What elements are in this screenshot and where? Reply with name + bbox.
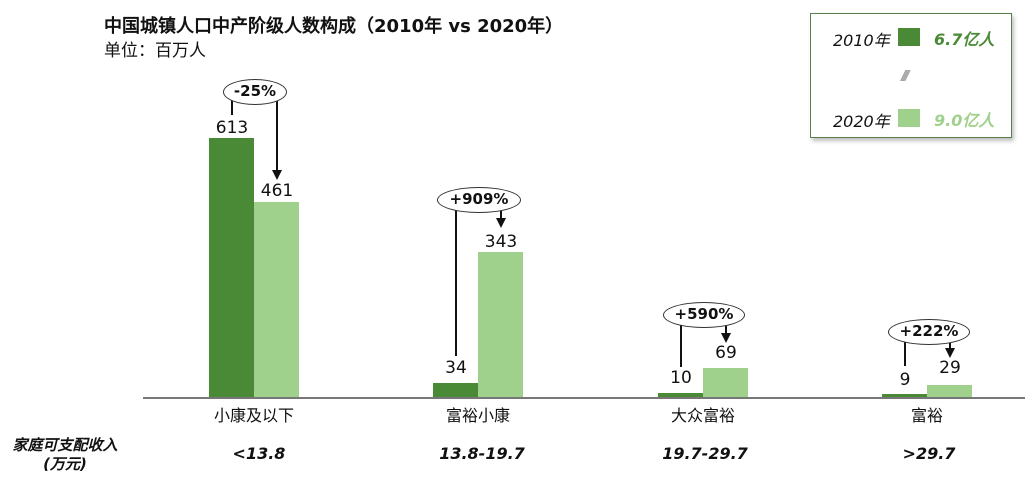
arrow-down-icon: [272, 170, 282, 180]
bar-2010-group3: [658, 393, 703, 397]
arrow-down-icon: [945, 348, 955, 358]
income-range: <13.8: [232, 444, 286, 463]
connector-line: [949, 342, 951, 350]
connector-line: [500, 210, 502, 220]
legend: 2010年 6.7亿人 //// 2020年 9.0亿人: [810, 13, 1012, 138]
income-range: 19.7-29.7: [662, 444, 748, 463]
connector-line: [725, 325, 727, 335]
bar-2010-group1: [209, 138, 254, 397]
bar-2010-group2: [433, 383, 478, 397]
value-label-2010: 34: [445, 358, 467, 378]
income-range: >29.7: [902, 444, 956, 463]
connector-line: [455, 210, 457, 356]
arrow-down-icon: [496, 218, 506, 228]
legend-total: 6.7亿人: [934, 30, 995, 49]
bar-2010-group4: [882, 394, 927, 397]
bar-2020-group1: [254, 202, 299, 397]
not-equal-icon: ////: [901, 69, 909, 84]
connector-line: [231, 100, 233, 115]
chart-unit: 单位：百万人: [104, 41, 206, 61]
income-range: 13.8-19.7: [439, 444, 525, 463]
change-badge: +222%: [888, 319, 970, 345]
category-label: 富裕: [910, 406, 943, 425]
bar-2020-group4: [927, 385, 972, 397]
legend-swatch-2010: [898, 28, 920, 46]
category-label: 小康及以下: [213, 406, 294, 425]
legend-year: 2020年: [833, 112, 890, 131]
change-badge: +909%: [437, 187, 521, 213]
legend-item-2020: 2020年 9.0亿人: [811, 106, 1011, 131]
value-label-2010: 10: [670, 368, 692, 388]
change-badge: -25%: [223, 79, 287, 105]
value-label-2020: 29: [939, 358, 961, 378]
chart-title: 中国城镇人口中产阶级人数构成（2010年 vs 2020年）: [104, 16, 564, 37]
arrow-down-icon: [721, 333, 731, 343]
income-row-label-line2: (万元): [43, 455, 87, 473]
connector-line: [276, 100, 278, 172]
value-label-2020: 461: [260, 181, 294, 201]
value-label-2010: 9: [899, 370, 911, 390]
category-label: 大众富裕: [670, 406, 735, 425]
connector-line: [680, 325, 682, 367]
connector-line: [904, 342, 906, 366]
income-row-label: 家庭可支配收入 (万元): [0, 436, 130, 474]
bar-2020-group2: [478, 252, 523, 397]
bar-2020-group3: [703, 368, 748, 397]
category-label: 富裕小康: [445, 406, 510, 425]
value-label-2020: 69: [715, 343, 737, 363]
value-label-2020: 343: [484, 232, 518, 252]
legend-swatch-2020: [898, 109, 920, 127]
change-badge: +590%: [663, 302, 745, 328]
value-label-2010: 613: [215, 118, 249, 138]
legend-total: 9.0亿人: [934, 111, 995, 130]
legend-item-2010: 2010年 6.7亿人: [811, 25, 1011, 50]
x-axis-line: [143, 397, 1025, 399]
income-row-label-line1: 家庭可支配收入: [12, 436, 118, 454]
legend-year: 2010年: [833, 31, 890, 50]
